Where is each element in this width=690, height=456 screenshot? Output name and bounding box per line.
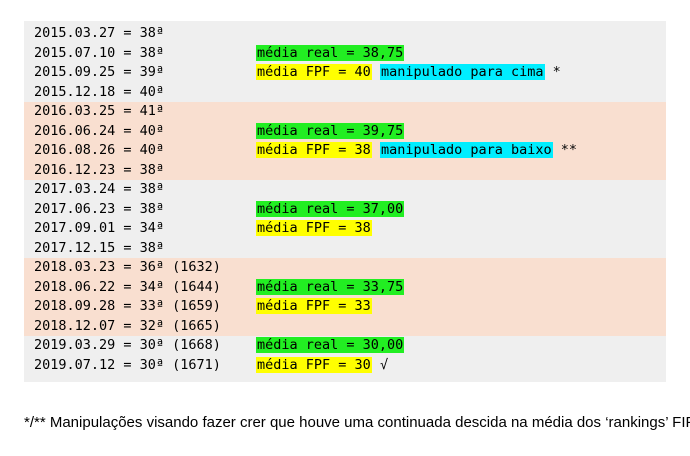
ranking-date-entry: 2016.08.26 = 40ª <box>34 142 165 158</box>
real-average-label: média real = 38,75 <box>256 44 405 61</box>
note-group: média real = 30,00 <box>256 336 405 356</box>
note-group: média FPF = 38 <box>256 219 372 239</box>
manipulation-label: manipulado para cima <box>379 64 545 80</box>
ranking-date-entry: 2017.12.15 = 38ª <box>34 239 165 256</box>
ranking-date-entry: 2018.06.22 = 34ª (1644) <box>34 278 221 295</box>
note-marker: ** <box>560 142 578 158</box>
table-row: 2015.09.25 = 39ª média FPF = 40 manipulad… <box>24 63 666 83</box>
note-marker: * <box>552 64 561 80</box>
fpf-average-label: média FPF = 38 <box>256 220 372 236</box>
table-row: 2017.09.01 = 34ª média FPF = 38 <box>24 219 666 239</box>
ranking-date-entry: 2016.06.24 = 40ª <box>34 122 165 139</box>
table-row: 2015.12.18 = 40ª <box>24 83 666 103</box>
fpf-average-label: média FPF = 38 <box>256 142 372 158</box>
note-group: média real = 38,75 <box>256 44 405 64</box>
ranking-date-entry: 2016.03.25 = 41ª <box>34 103 165 119</box>
fpf-average-label: média FPF = 30 <box>256 356 372 373</box>
note-group: média real = 39,75 <box>256 122 405 142</box>
table-row: 2018.09.28 = 33ª (1659) média FPF = 33 <box>24 297 666 317</box>
ranking-date-entry: 2017.06.23 = 38ª <box>34 200 165 217</box>
note-group: média real = 33,75 <box>256 278 405 298</box>
ranking-date-entry: 2015.12.18 = 40ª <box>34 83 165 100</box>
note-group: média real = 37,00 <box>256 200 405 220</box>
table-row: 2015.07.10 = 38ª média real = 38,75 <box>24 44 666 64</box>
table-row: 2017.06.23 = 38ª média real = 37,00 <box>24 200 666 220</box>
table-row: 2019.07.12 = 30ª (1671) média FPF = 30 √ <box>24 356 666 376</box>
real-average-label: média real = 33,75 <box>256 278 405 295</box>
fpf-average-label: média FPF = 33 <box>256 298 372 314</box>
note-marker: √ <box>379 356 389 373</box>
table-row: 2017.12.15 = 38ª <box>24 239 666 259</box>
footnote: */** Manipulações visando fazer crer que… <box>24 414 690 431</box>
ranking-date-entry: 2015.03.27 = 38ª <box>34 25 165 41</box>
ranking-table: 2015.03.27 = 38ª 2015.07.10 = 38ª média re… <box>24 21 666 382</box>
note-group: média FPF = 40 manipulado para cima * <box>256 63 561 83</box>
ranking-date-entry: 2015.07.10 = 38ª <box>34 44 165 61</box>
table-row: 2015.03.27 = 38ª <box>24 24 666 44</box>
ranking-date-entry: 2017.09.01 = 34ª <box>34 220 165 236</box>
real-average-label: média real = 30,00 <box>256 337 405 353</box>
manipulation-label: manipulado para baixo <box>379 142 553 158</box>
ranking-date-entry: 2017.03.24 = 38ª <box>34 181 165 197</box>
table-row: 2019.03.29 = 30ª (1668) média real = 30,0… <box>24 336 666 356</box>
table-row: 2016.08.26 = 40ª média FPF = 38 manipulad… <box>24 141 666 161</box>
ranking-date-entry: 2016.12.23 = 38ª <box>34 161 165 178</box>
ranking-date-entry: 2018.12.07 = 32ª (1665) <box>34 317 221 334</box>
real-average-label: média real = 39,75 <box>256 122 405 139</box>
table-row: 2016.06.24 = 40ª média real = 39,75 <box>24 121 666 142</box>
note-group: média FPF = 38 manipulado para baixo ** <box>256 141 577 161</box>
note-group: média FPF = 33 <box>256 297 372 317</box>
table-row: 2016.12.23 = 38ª <box>24 160 666 180</box>
table-row: 2018.06.22 = 34ª (1644) média real = 33,7… <box>24 277 666 298</box>
note-group: média FPF = 30 √ <box>256 356 388 376</box>
table-row: 2018.12.07 = 32ª (1665) <box>24 316 666 336</box>
ranking-date-entry: 2019.07.12 = 30ª (1671) <box>34 356 221 373</box>
table-row: 2017.03.24 = 38ª <box>24 180 666 200</box>
ranking-date-entry: 2018.09.28 = 33ª (1659) <box>34 298 221 314</box>
real-average-label: média real = 37,00 <box>256 200 405 217</box>
ranking-date-entry: 2018.03.23 = 36ª (1632) <box>34 259 221 275</box>
ranking-date-entry: 2015.09.25 = 39ª <box>34 64 165 80</box>
table-row: 2016.03.25 = 41ª <box>24 102 666 122</box>
fpf-average-label: média FPF = 40 <box>256 64 372 80</box>
ranking-date-entry: 2019.03.29 = 30ª (1668) <box>34 337 221 353</box>
table-row: 2018.03.23 = 36ª (1632) <box>24 258 666 278</box>
